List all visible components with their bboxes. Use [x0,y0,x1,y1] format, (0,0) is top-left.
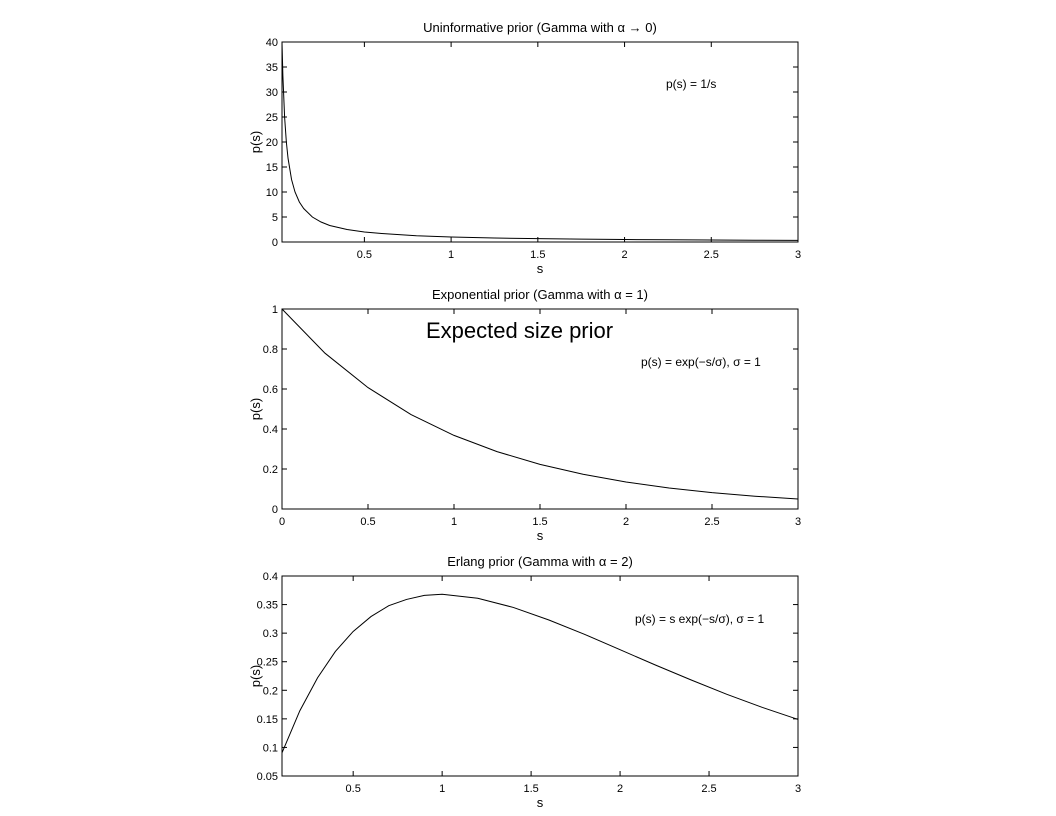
y-tick-label: 0.1 [263,742,278,754]
y-tick-label: 1 [272,304,278,316]
x-tick-label: 0.5 [346,783,361,795]
x-tick-label: 2.5 [704,516,719,528]
overlay-caption: Expected size prior [426,318,613,343]
series-line [281,41,799,241]
x-tick-label: 1.5 [532,516,547,528]
equation-annotation: p(s) = 1/s [666,77,716,91]
x-tick-label: 2 [617,783,623,795]
subplot-uninformative-prior: 0.5 1 1.5 2 2.5 30510152025303540Uninformativ… [248,20,801,276]
x-tick-label: 1.5 [530,249,545,261]
y-tick-label: 30 [266,87,278,99]
equation-annotation: p(s) = exp(−s/σ), σ = 1 [641,355,761,369]
y-tick-label: 25 [266,112,278,124]
y-tick-label: 0.4 [263,424,278,436]
subplot-exponential-prior: 0 0.5 1 1.5 2 2.5 3 0 0.2 0.4 0.6 0.8 1 Exponential p… [248,287,801,543]
chart-title: Uninformative prior (Gamma with α → 0) [423,20,657,35]
y-tick-label: 10 [266,187,278,199]
chart-title: Exponential prior (Gamma with α = 1) [432,287,648,302]
y-tick-label: 0 [272,237,278,249]
x-tick-label: 2.5 [704,249,719,261]
y-tick-label: 20 [266,137,278,149]
y-axis-label: p(s) [248,131,263,153]
y-tick-label: 0.25 [257,657,278,669]
y-tick-label: 15 [266,162,278,174]
x-tick-label: 2 [621,249,627,261]
y-tick-label: 5 [272,212,278,224]
x-axis-label: s [537,528,544,543]
x-tick-label: 3 [795,783,801,795]
y-tick-label: 0.4 [263,571,278,583]
x-tick-label: 1.5 [523,783,538,795]
x-tick-label: 3 [795,249,801,261]
y-tick-label: 35 [266,62,278,74]
y-tick-label: 0 [272,504,278,516]
y-tick-label: 40 [266,37,278,49]
axes-box [281,575,799,777]
y-tick-label: 0.6 [263,384,278,396]
y-axis-label: p(s) [248,398,263,420]
y-tick-label: 0.15 [257,714,278,726]
x-tick-label: 2 [623,516,629,528]
x-tick-label: 1 [448,249,454,261]
y-tick-label: 0.35 [257,600,278,612]
y-tick-label: 0.05 [257,771,278,783]
y-axis-label: p(s) [248,665,263,687]
y-tick-label: 0.2 [263,685,278,697]
x-tick-label: 1 [451,516,457,528]
x-axis-label: s [537,261,544,276]
x-tick-label: 0.5 [357,249,372,261]
x-axis-label: s [537,795,544,810]
y-tick-label: 0.3 [263,628,278,640]
series-line [281,593,799,754]
subplot-erlang-prior: 0.5 1 1.5 2 2.5 3 0.05 0.1 0.15 0.2 0.25 0.3 0.35 0.4… [248,554,801,810]
x-tick-label: 0.5 [360,516,375,528]
y-tick-label: 0.8 [263,344,278,356]
series-line [281,308,799,500]
chart-title: Erlang prior (Gamma with α = 2) [447,554,633,569]
x-tick-label: 1 [439,783,445,795]
axes-box [281,41,799,243]
x-tick-label: 0 [279,516,285,528]
equation-annotation: p(s) = s exp(−s/σ), σ = 1 [635,612,765,626]
x-tick-label: 2.5 [701,783,716,795]
x-tick-label: 3 [795,516,801,528]
y-tick-label: 0.2 [263,464,278,476]
